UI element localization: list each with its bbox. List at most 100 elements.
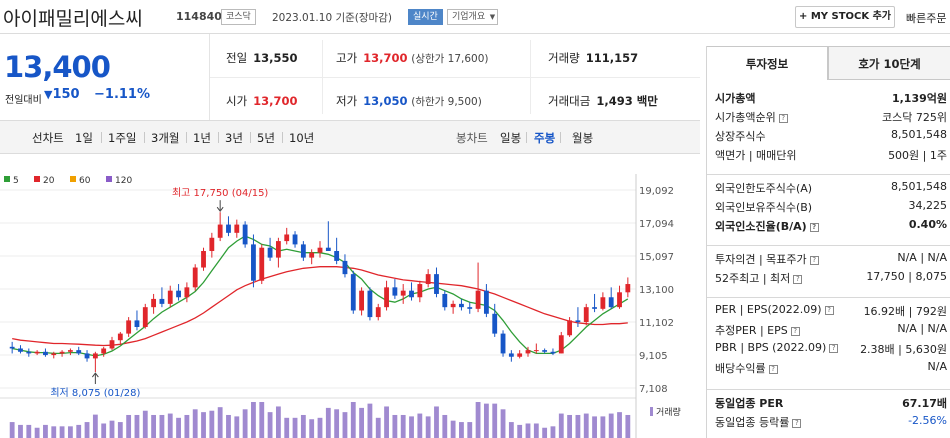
info-value: 17,750 | 8,075 [866, 270, 947, 283]
ma-legend-label: 60 [79, 176, 91, 186]
help-icon[interactable]: ? [792, 419, 802, 428]
y-tick-label: 7,108 [639, 384, 668, 395]
candle-body [51, 353, 57, 356]
candle-body [375, 307, 381, 318]
min-annotation: 최저 8,075 (01/28) [50, 387, 140, 399]
volume-bar [350, 402, 356, 438]
candle-body [567, 320, 573, 336]
ma-legend: 5 20 60 120 [4, 176, 132, 186]
volume-bar [542, 427, 548, 438]
realtime-button[interactable]: 실시간 [408, 9, 443, 25]
info-key: 시가총액 [715, 92, 756, 105]
volume-bar [226, 414, 231, 438]
tab-separator [218, 132, 219, 143]
tab-daily[interactable]: 일봉 [500, 131, 522, 145]
candle-body [350, 274, 356, 311]
help-icon[interactable]: ? [793, 275, 803, 284]
help-icon[interactable]: ? [829, 344, 839, 353]
candle-body [558, 335, 564, 354]
info-key: PER | EPS(2022.09)? [715, 303, 834, 316]
tab-separator [144, 132, 145, 143]
investment-info-panel: 투자정보 호가 10단계 시가총액 1,139억원 시가총액순위? 코스닥 725위 상… [706, 46, 950, 438]
quick-order-link[interactable]: 빠른주문 [906, 12, 947, 25]
company-overview-dropdown[interactable]: 기업개요 ▼ [447, 9, 499, 25]
volume-bar [167, 413, 173, 438]
info-key: PBR | BPS (2022.09)? [715, 341, 839, 354]
volume-bar [275, 406, 281, 438]
candle-body [300, 244, 306, 258]
candle-body [126, 320, 132, 334]
add-mystock-button[interactable]: + MY STOCK 추가 [795, 6, 895, 28]
candle-body [500, 333, 506, 354]
volume-bar [392, 414, 398, 438]
volume-bar [625, 414, 631, 438]
help-icon[interactable]: ? [778, 114, 788, 123]
volume-bar [508, 422, 514, 438]
tab-hoga[interactable]: 호가 10단계 [828, 46, 950, 80]
info-value: 34,225 [908, 199, 948, 212]
volume-bar [267, 412, 273, 438]
info-value: 1,139억원 [891, 92, 947, 105]
tab-1w[interactable]: 1주일 [108, 131, 137, 145]
candle-body [176, 290, 181, 298]
info-row: 상장주식수 8,501,548 [715, 128, 947, 147]
info-value: 0.40% [908, 218, 947, 231]
tab-3y[interactable]: 3년 [225, 131, 243, 145]
tab-3m[interactable]: 3개월 [151, 131, 180, 145]
y-tick-label: 19,092 [639, 186, 674, 197]
info-value: 500원 | 1주 [888, 149, 947, 162]
help-icon[interactable]: ? [824, 306, 834, 315]
help-icon[interactable]: ? [790, 327, 800, 336]
tab-10y[interactable]: 10년 [289, 131, 315, 145]
open-label: 시가 [226, 94, 248, 108]
candle-body [184, 287, 190, 298]
tab-invest-info[interactable]: 투자정보 [707, 46, 828, 80]
candle-body [292, 234, 298, 245]
candle-body [34, 351, 40, 354]
tab-1y[interactable]: 1년 [193, 131, 211, 145]
lower-limit: (하한가 9,500) [411, 96, 482, 108]
candle-body [9, 346, 15, 349]
price-chart[interactable]: 5 20 60 120 최고 17,750 (04/15) 최저 8,075 (01/2… [0, 160, 700, 438]
volume-bar [575, 414, 581, 438]
volume-bar [550, 426, 556, 438]
volume-bar [176, 417, 181, 438]
volume-bar [600, 416, 606, 438]
info-row: 추정PER | EPS? N/A | N/A [715, 322, 947, 341]
section-divider [707, 174, 950, 175]
candle-body [209, 237, 215, 251]
help-icon[interactable]: ? [809, 256, 819, 265]
candle-series [9, 212, 631, 373]
volume-bar [450, 420, 456, 438]
volume-bar [342, 412, 348, 438]
volume-bar [43, 424, 48, 438]
info-row: 동일업종 PER 67.17배 [715, 395, 947, 414]
volume: 거래량 111,157 [548, 50, 638, 66]
info-value: 67.17배 [902, 397, 947, 410]
volume-bar [558, 413, 564, 438]
volume-bar [259, 402, 265, 438]
volume-bar [533, 423, 539, 438]
high-label: 고가 [336, 51, 358, 65]
tab-1d[interactable]: 1일 [75, 131, 93, 145]
help-icon[interactable]: ? [809, 223, 819, 232]
info-value: -2.56% [908, 414, 947, 427]
ma-legend-swatch [106, 176, 112, 182]
candle-body [525, 350, 531, 354]
prev-close-label: 전일 [226, 51, 248, 65]
tab-monthly[interactable]: 월봉 [572, 131, 594, 145]
volume-bar [334, 409, 340, 438]
candle-body [625, 284, 631, 293]
tab-5y[interactable]: 5년 [257, 131, 275, 145]
info-value: 코스닥 725위 [882, 111, 947, 124]
tab-separator [526, 132, 527, 143]
help-icon[interactable]: ? [768, 365, 778, 374]
candle-body [384, 287, 389, 308]
candle-body [284, 234, 290, 242]
tab-weekly[interactable]: 주봉 [534, 131, 556, 145]
volume-bar [467, 422, 473, 438]
info-value: N/A | N/A [897, 322, 947, 335]
summary-divider [322, 40, 323, 114]
volume-bar [475, 402, 481, 438]
volume-bar [617, 412, 622, 438]
